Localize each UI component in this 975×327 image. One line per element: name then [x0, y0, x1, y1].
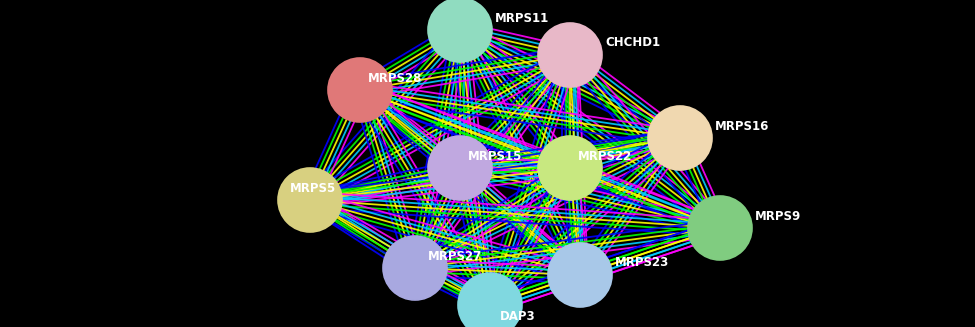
- Text: MRPS15: MRPS15: [468, 149, 523, 163]
- Circle shape: [328, 58, 392, 122]
- Circle shape: [648, 106, 712, 170]
- Text: MRPS23: MRPS23: [615, 256, 669, 269]
- Circle shape: [428, 136, 492, 200]
- Text: DAP3: DAP3: [500, 311, 535, 323]
- Text: MRPS28: MRPS28: [368, 72, 422, 84]
- Text: MRPS11: MRPS11: [495, 11, 549, 25]
- Circle shape: [458, 273, 522, 327]
- Text: MRPS22: MRPS22: [578, 149, 632, 163]
- Text: CHCHD1: CHCHD1: [605, 36, 660, 48]
- Circle shape: [383, 236, 447, 300]
- Text: MRPS9: MRPS9: [755, 210, 801, 222]
- Circle shape: [278, 168, 342, 232]
- Circle shape: [548, 243, 612, 307]
- Text: MRPS16: MRPS16: [715, 119, 769, 132]
- Circle shape: [538, 23, 602, 87]
- Text: MRPS5: MRPS5: [290, 181, 336, 195]
- Circle shape: [538, 136, 602, 200]
- Circle shape: [688, 196, 752, 260]
- Text: MRPS27: MRPS27: [428, 250, 483, 263]
- Circle shape: [428, 0, 492, 62]
